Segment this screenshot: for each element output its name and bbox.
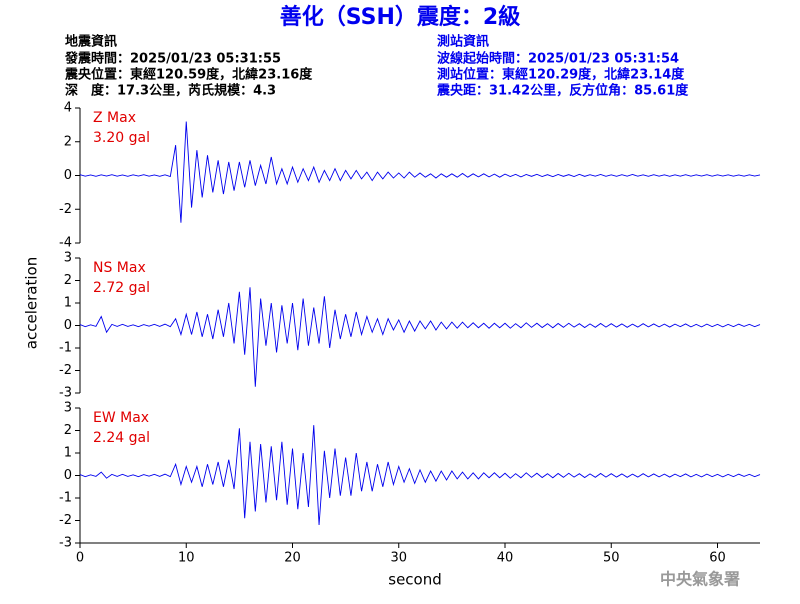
panel-label: NS Max [93, 260, 146, 276]
y-tick-label: -2 [59, 513, 72, 528]
panel-label: Z Max [93, 110, 136, 126]
y-tick-label: 0 [64, 168, 72, 183]
watermark: 中央氣象署 [660, 570, 740, 589]
waveform [79, 425, 761, 526]
x-tick-label: 0 [76, 551, 84, 566]
max-label: 2.24 gal [93, 430, 150, 446]
y-axis-label: acceleration [23, 257, 41, 349]
x-tick-label: 60 [709, 551, 726, 566]
info-line: 發震時間：2025/01/23 05:31:55 [64, 51, 281, 67]
info-line: 深 度：17.3公里，芮氏規模：4.3 [65, 83, 276, 99]
y-tick-label: -2 [59, 202, 72, 217]
chart-title: 善化（SSH）震度：2級 [280, 4, 520, 30]
y-tick-label: 4 [64, 101, 72, 116]
panel-label: EW Max [93, 410, 149, 426]
info-line: 測站位置：東經120.29度，北緯23.14度 [437, 67, 685, 83]
waveform [79, 121, 761, 223]
info-line: 波線起始時間：2025/01/23 05:31:54 [437, 51, 679, 67]
y-tick-label: -2 [59, 363, 72, 378]
info-line: 震央距：31.42公里，反方位角：85.61度 [436, 83, 689, 99]
y-tick-label: 3 [64, 401, 72, 416]
y-tick-label: -1 [59, 341, 72, 356]
y-tick-label: 3 [64, 251, 72, 266]
y-tick-label: 0 [64, 468, 72, 483]
info-line: 震央位置：東經120.59度，北緯23.16度 [64, 67, 313, 83]
waveform [79, 287, 761, 387]
y-tick-label: 1 [64, 446, 72, 461]
y-tick-label: 2 [64, 273, 72, 288]
x-axis-label: second [388, 571, 442, 589]
x-tick-label: 30 [390, 551, 407, 566]
y-tick-label: -3 [59, 386, 72, 401]
x-tick-label: 20 [284, 551, 301, 566]
x-tick-label: 40 [497, 551, 514, 566]
x-tick-label: 50 [603, 551, 620, 566]
y-tick-label: 2 [64, 423, 72, 438]
x-tick-label: 10 [178, 551, 195, 566]
y-tick-label: -1 [59, 491, 72, 506]
info-line: 地震資訊 [65, 34, 117, 50]
y-tick-label: 1 [64, 296, 72, 311]
y-tick-label: -3 [59, 536, 72, 551]
y-tick-label: -4 [59, 236, 72, 251]
y-tick-label: 0 [64, 318, 72, 333]
max-label: 2.72 gal [93, 280, 150, 296]
max-label: 3.20 gal [93, 130, 150, 146]
y-tick-label: 2 [64, 134, 72, 149]
info-line: 測站資訊 [437, 34, 489, 50]
